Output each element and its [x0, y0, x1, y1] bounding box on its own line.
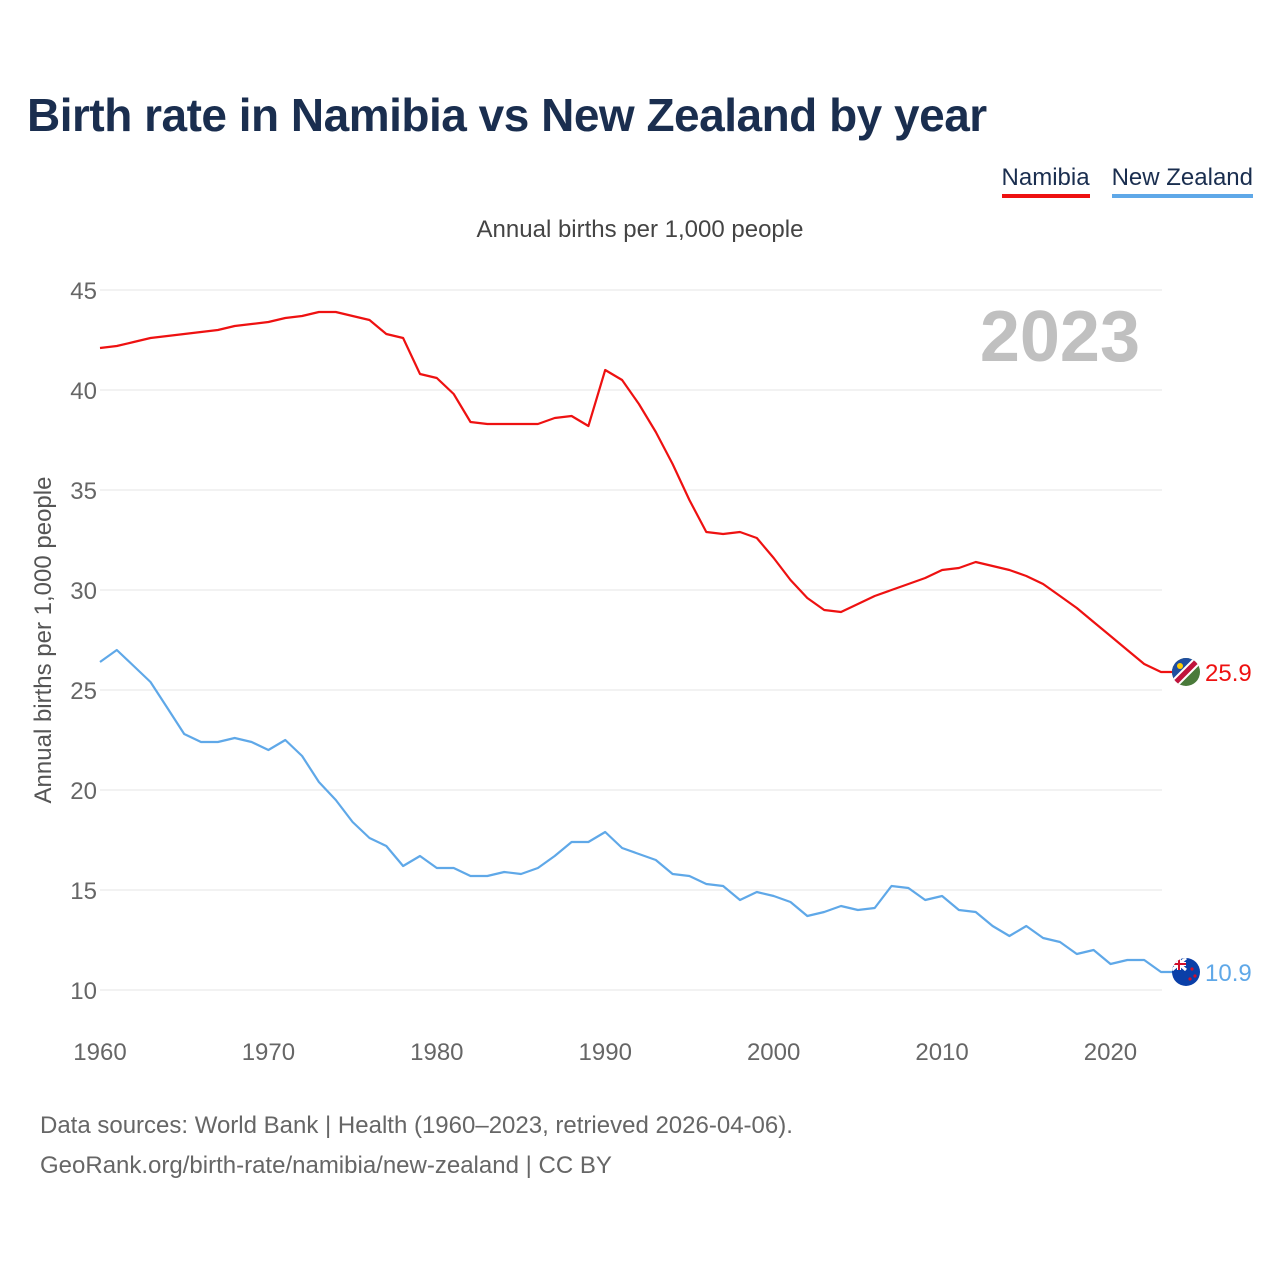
new-zealand-flag-icon — [1172, 958, 1200, 986]
y-tick-label: 10 — [70, 978, 97, 1005]
series-line-namibia[interactable] — [99, 310, 1187, 674]
x-tick-label: 2000 — [747, 1039, 800, 1066]
legend: Namibia New Zealand — [1001, 164, 1253, 198]
x-tick-label: 2020 — [1084, 1039, 1137, 1066]
y-tick-label: 45 — [70, 278, 97, 305]
y-tick-label: 30 — [70, 578, 97, 605]
source-note: Data sources: World Bank | Health (1960–… — [40, 1106, 793, 1186]
year-watermark: 2023 — [980, 297, 1140, 377]
end-value-label-namibia: 25.9 — [1205, 660, 1252, 687]
y-tick-label: 35 — [70, 478, 97, 505]
y-tick-label: 15 — [70, 878, 97, 905]
y-tick-label: 25 — [70, 678, 97, 705]
chart-subtitle: Annual births per 1,000 people — [476, 216, 804, 243]
y-axis-ticks: 10 15 20 25 30 35 40 45 — [70, 278, 97, 1005]
legend-item-namibia[interactable]: Namibia — [1001, 164, 1090, 198]
gridlines — [100, 289, 1162, 991]
y-tick-label: 20 — [70, 778, 97, 805]
x-tick-label: 1990 — [579, 1039, 632, 1066]
source-line-1: Data sources: World Bank | Health (1960–… — [40, 1112, 793, 1139]
x-tick-label: 2010 — [915, 1039, 968, 1066]
x-tick-label: 1960 — [73, 1039, 126, 1066]
chart-title: Birth rate in Namibia vs New Zealand by … — [27, 89, 987, 141]
legend-item-new-zealand[interactable]: New Zealand — [1111, 164, 1253, 198]
series-layer — [99, 310, 1187, 974]
x-tick-label: 1980 — [410, 1039, 463, 1066]
namibia-flag-icon — [1172, 658, 1200, 686]
series-line-new-zealand[interactable] — [99, 648, 1187, 974]
y-tick-label: 40 — [70, 378, 97, 405]
y-axis-label: Annual births per 1,000 people — [30, 477, 57, 804]
source-line-2[interactable]: GeoRank.org/birth-rate/namibia/new-zeala… — [40, 1152, 612, 1179]
x-axis-ticks: 1960 1970 1980 1990 2000 2010 2020 — [73, 1039, 1137, 1066]
x-tick-label: 1970 — [242, 1039, 295, 1066]
end-value-label-new-zealand: 10.9 — [1205, 960, 1252, 987]
